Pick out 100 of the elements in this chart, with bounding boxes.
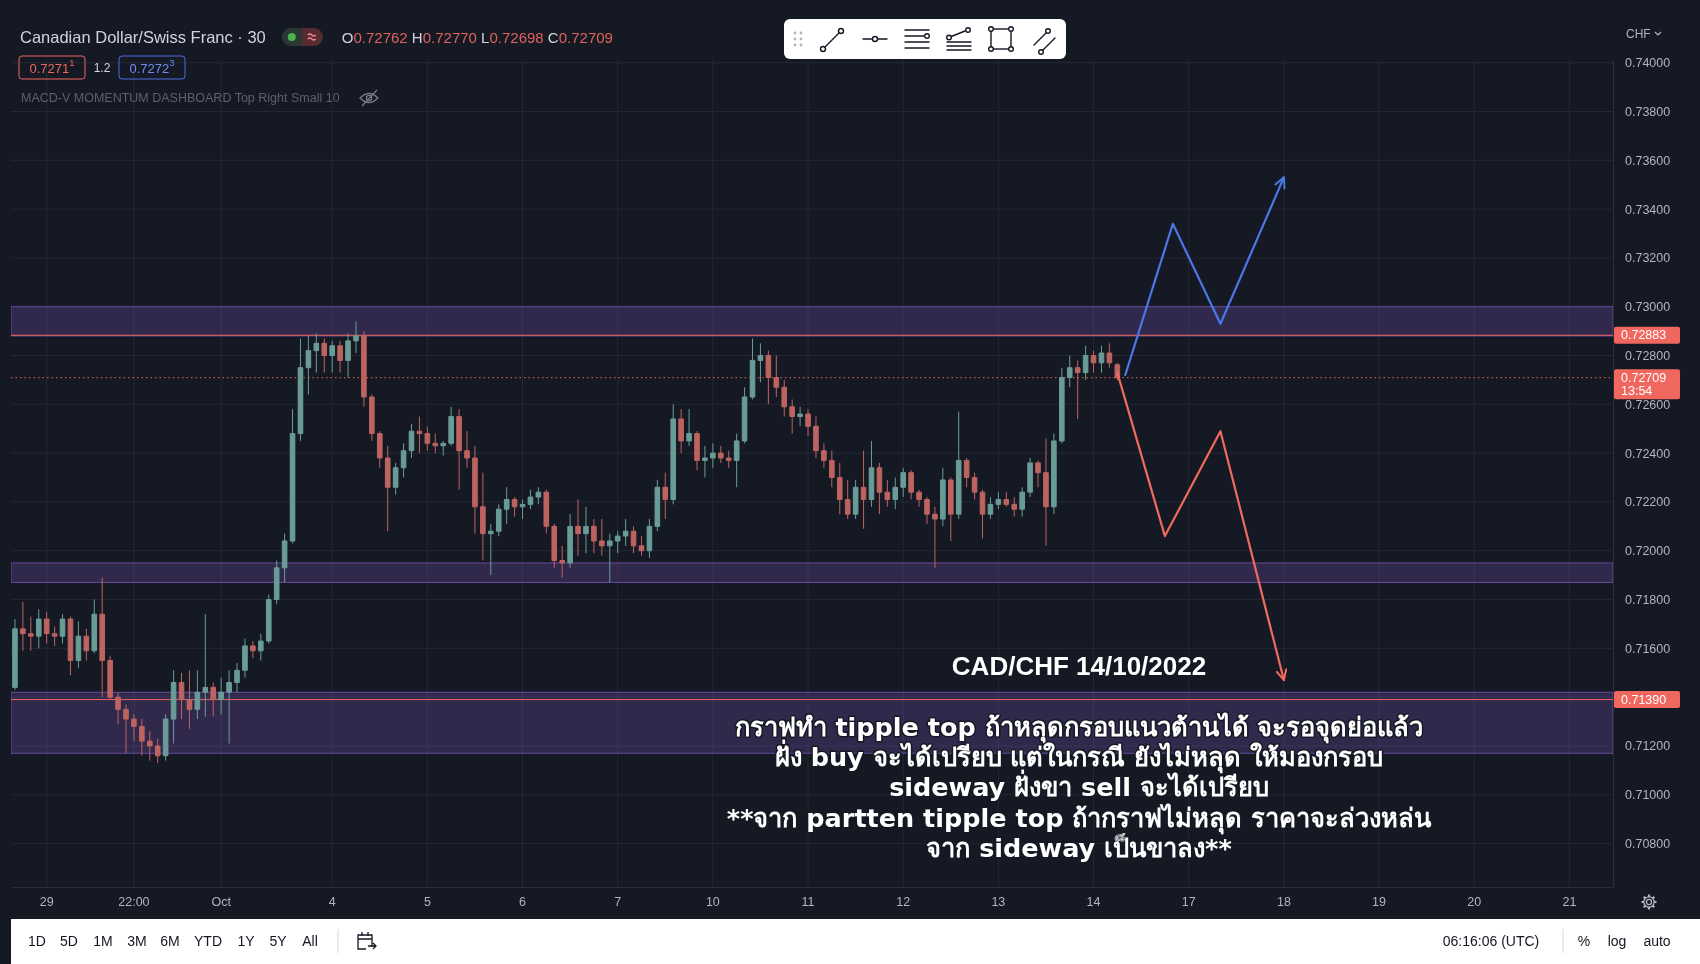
candlestick <box>472 445 478 535</box>
x-tick-label: 21 <box>1562 894 1577 909</box>
candlestick <box>1098 345 1105 374</box>
x-tick-label: 14 <box>1086 894 1101 909</box>
candlestick <box>963 457 970 488</box>
x-tick-label: 17 <box>1181 894 1196 909</box>
candlestick <box>464 430 470 469</box>
candlestick <box>599 518 605 557</box>
candlestick <box>408 423 415 459</box>
candlestick <box>91 599 98 654</box>
candlestick <box>488 523 494 576</box>
candlestick <box>218 677 224 715</box>
candlestick <box>495 503 502 537</box>
text: 1D <box>28 933 46 949</box>
candlestick <box>107 655 113 701</box>
candlestick <box>622 518 629 547</box>
candlestick <box>305 335 312 396</box>
candlestick <box>987 496 994 520</box>
candlestick <box>836 462 843 515</box>
y-tick-label: 0.71600 <box>1625 641 1671 656</box>
ref-line-label: 0.71390 <box>1621 692 1667 707</box>
candlestick <box>20 601 26 652</box>
y-tick-label: 0.72600 <box>1625 397 1671 412</box>
candlestick <box>313 333 320 374</box>
candlestick <box>543 489 550 535</box>
candlestick <box>860 450 867 530</box>
text: 3M <box>127 933 147 949</box>
candlestick <box>718 445 724 464</box>
candlestick <box>821 442 827 469</box>
annotation: CAD/CHF 14/10/2022 <box>951 651 1207 681</box>
candlestick <box>527 489 534 510</box>
candlestick <box>139 718 145 757</box>
x-tick-label: 4 <box>328 894 336 909</box>
candlestick <box>1082 345 1089 381</box>
y-tick-label: 0.73600 <box>1625 153 1671 168</box>
candlestick <box>59 613 66 644</box>
candlestick <box>345 333 351 378</box>
candlestick <box>868 440 875 508</box>
candlestick <box>503 486 510 525</box>
candlestick <box>369 394 375 442</box>
candlestick <box>1011 496 1018 518</box>
candlestick <box>480 472 486 561</box>
candlestick <box>146 730 153 762</box>
chart-subtitle: O0.72762 H0.72770 L0.72698 C0.72709 <box>341 28 613 46</box>
y-tick-label: 0.73000 <box>1625 300 1671 315</box>
candlestick <box>884 479 891 508</box>
candlestick <box>400 442 407 479</box>
candlestick <box>424 425 431 452</box>
annotation: 1.2 <box>93 61 111 75</box>
y-tick-label: 0.71000 <box>1625 788 1671 803</box>
candlestick <box>1059 367 1065 444</box>
text: 1Y <box>237 933 256 949</box>
text: % <box>1577 933 1591 949</box>
candlestick <box>265 594 272 644</box>
x-tick-label: 11 <box>801 894 815 909</box>
candlestick <box>99 577 105 698</box>
candlestick <box>908 469 914 500</box>
candlestick <box>678 408 684 454</box>
candlestick <box>1043 437 1049 547</box>
candlestick <box>242 638 248 679</box>
candlestick <box>829 450 835 488</box>
candlestick <box>1106 342 1113 369</box>
candlestick <box>654 479 661 532</box>
candlestick <box>210 682 217 718</box>
candlestick <box>995 491 1002 510</box>
text: auto <box>1643 933 1671 949</box>
y-tick-label: 0.72400 <box>1625 446 1671 461</box>
candlestick <box>250 640 256 659</box>
candlestick <box>154 738 161 764</box>
text: 5D <box>60 933 78 949</box>
candlestick <box>273 559 280 605</box>
candlestick <box>75 621 82 669</box>
y-tick-label: 0.72800 <box>1625 349 1671 364</box>
candlestick <box>186 669 193 730</box>
candlestick <box>630 525 637 554</box>
candlestick <box>43 611 50 644</box>
candlestick <box>281 533 288 583</box>
candlestick <box>1090 350 1097 374</box>
candlestick <box>258 633 264 662</box>
candlestick <box>1027 457 1033 498</box>
candlestick <box>1019 486 1025 518</box>
candlestick <box>456 408 462 491</box>
candlestick <box>234 662 240 693</box>
text: 6M <box>160 933 180 949</box>
candlestick <box>606 533 613 583</box>
candlestick <box>123 703 129 754</box>
candlestick <box>591 518 597 554</box>
candlestick <box>638 535 645 557</box>
candlestick <box>1003 491 1010 508</box>
candlestick <box>971 472 978 500</box>
candlestick <box>844 479 851 520</box>
candlestick <box>892 477 899 510</box>
candlestick <box>583 506 589 554</box>
candlestick <box>83 628 90 662</box>
y-tick-label: 0.71200 <box>1625 739 1671 754</box>
candlestick <box>35 608 42 649</box>
y-tick-label: 0.73200 <box>1625 251 1671 266</box>
candlestick <box>297 337 304 442</box>
candlestick <box>1051 433 1057 515</box>
candlestick <box>710 442 716 469</box>
